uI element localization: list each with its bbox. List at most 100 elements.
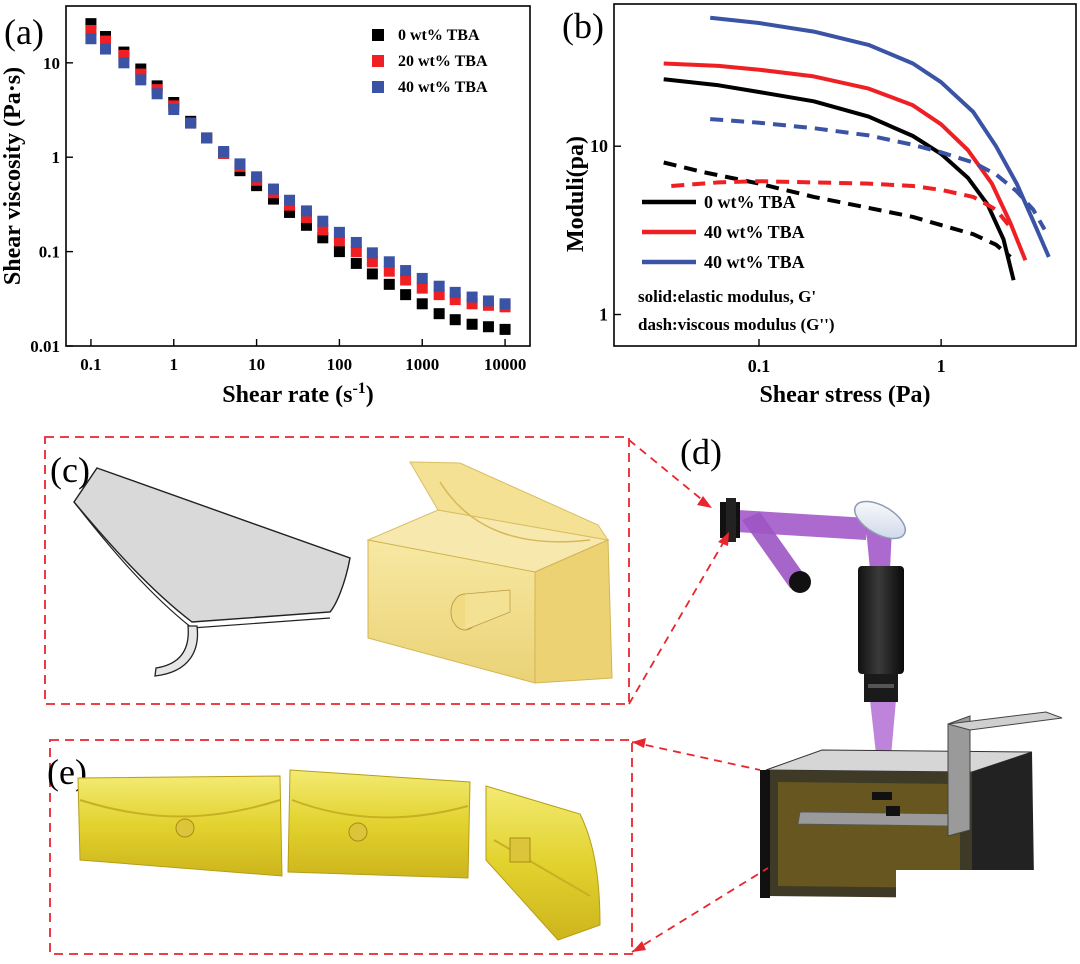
- laser-beam: [866, 528, 892, 570]
- data-point: [433, 280, 445, 292]
- data-point: [85, 33, 97, 45]
- data-point: [317, 224, 329, 236]
- series-line-dash: [663, 160, 1012, 259]
- x-axis-label: Shear rate (s-1): [222, 380, 374, 408]
- data-point: [499, 323, 511, 335]
- arrow-heads: [632, 496, 729, 952]
- data-point: [449, 294, 461, 306]
- x-tick-label: 0.1: [80, 355, 101, 374]
- data-point: [466, 298, 478, 310]
- data-point: [499, 298, 511, 310]
- panel-d-printer-schematic: (d): [680, 432, 1063, 930]
- data-point: [400, 274, 412, 286]
- data-point: [218, 145, 230, 157]
- data-point: [201, 132, 213, 144]
- y-tick-label: 0.1: [39, 243, 60, 262]
- panel-c-model-render: (c): [44, 436, 630, 705]
- panel-label-b: (b): [562, 6, 604, 46]
- data-point: [416, 282, 428, 294]
- data-point: [350, 236, 362, 248]
- data-point: [366, 247, 378, 259]
- legend-swatch: [372, 55, 384, 67]
- data-point: [85, 18, 97, 30]
- data-point: [416, 272, 428, 284]
- legend-label: 0 wt% TBA: [398, 27, 480, 44]
- y-tick-label: 1: [52, 148, 61, 167]
- data-point: [449, 286, 461, 298]
- printed-part-photo: [77, 769, 601, 941]
- data-point: [383, 256, 395, 268]
- laser-beam: [742, 512, 808, 588]
- resin-vat: [760, 711, 1063, 930]
- legend-note-dash: dash:viscous modulus (G''): [638, 315, 835, 334]
- data-point: [350, 246, 362, 258]
- legend-label: 40 wt% TBA: [704, 222, 805, 242]
- panel-label-c: (c): [50, 450, 90, 490]
- data-point: [433, 289, 445, 301]
- data-point: [85, 25, 97, 37]
- x-tick-label: 10: [248, 355, 265, 374]
- x-tick-label: 1: [937, 356, 946, 376]
- resin-mold-model: [366, 461, 613, 684]
- data-point: [333, 246, 345, 258]
- data-point: [366, 256, 378, 268]
- y-tick-label: 1: [599, 305, 608, 325]
- data-point: [267, 183, 279, 195]
- objective-lens-icon: [858, 566, 904, 702]
- data-point: [300, 219, 312, 231]
- laser-source-icon: [720, 498, 740, 542]
- y-tick-label: 0.01: [30, 337, 60, 356]
- data-point: [251, 171, 263, 183]
- data-point: [151, 88, 163, 100]
- data-point: [118, 57, 130, 69]
- data-point: [234, 158, 246, 170]
- x-tick-label: 1: [170, 355, 179, 374]
- legend-label: 40 wt% TBA: [398, 79, 488, 96]
- data-point: [135, 74, 147, 86]
- viscosity-chart: (a) 0.1 1 10 100 1000 10000 0.01 0.1 1 10 0 wt% T…: [0, 5, 531, 408]
- data-point: [416, 298, 428, 310]
- data-point: [366, 268, 378, 280]
- legend-note-solid: solid:elastic modulus, G': [638, 287, 816, 306]
- panel-e-printed-parts: (e): [47, 739, 633, 955]
- data-point: [482, 321, 494, 333]
- data-point: [350, 257, 362, 269]
- y-axis-label: Moduli(pa): [563, 136, 589, 252]
- data-point: [100, 35, 112, 47]
- data-point: [300, 205, 312, 217]
- legend-label: 20 wt% TBA: [398, 53, 488, 70]
- data-point: [317, 215, 329, 227]
- data-point: [400, 265, 412, 277]
- legend-label: 40 wt% TBA: [704, 252, 805, 272]
- data-point: [168, 104, 180, 116]
- data-point: [400, 289, 412, 301]
- data-point: [135, 68, 147, 80]
- plot-frame: [613, 3, 1077, 347]
- mirror-icon: [854, 500, 906, 540]
- y-tick-label: 10: [590, 136, 608, 156]
- x-tick-label: 10000: [484, 355, 527, 374]
- legend-label: 0 wt% TBA: [704, 192, 796, 212]
- y-tick-label: 10: [43, 54, 60, 73]
- data-point: [284, 194, 296, 206]
- panel-label-a: (a): [4, 12, 44, 52]
- data-point: [433, 308, 445, 320]
- data-point: [185, 117, 197, 129]
- data-point: [383, 278, 395, 290]
- series-line-solid: [663, 61, 1028, 262]
- data-point: [383, 265, 395, 277]
- data-point: [118, 49, 130, 61]
- moduli-chart: (b) 0.1 1 1 10 0 wt% TBA 40 wt% TBA 40 wt% TB…: [562, 3, 1077, 408]
- data-point: [300, 211, 312, 223]
- panel-label-d: (d): [680, 432, 722, 472]
- data-point: [482, 295, 494, 307]
- x-axis-label: Shear stress (Pa): [759, 382, 930, 408]
- legend-swatch: [372, 81, 384, 93]
- data-point: [449, 314, 461, 326]
- data-point: [284, 206, 296, 218]
- series-line-dash: [710, 117, 1047, 231]
- hemisphere-part-model: [73, 467, 351, 677]
- legend-swatch: [372, 29, 384, 41]
- series-line-solid: [663, 77, 1016, 281]
